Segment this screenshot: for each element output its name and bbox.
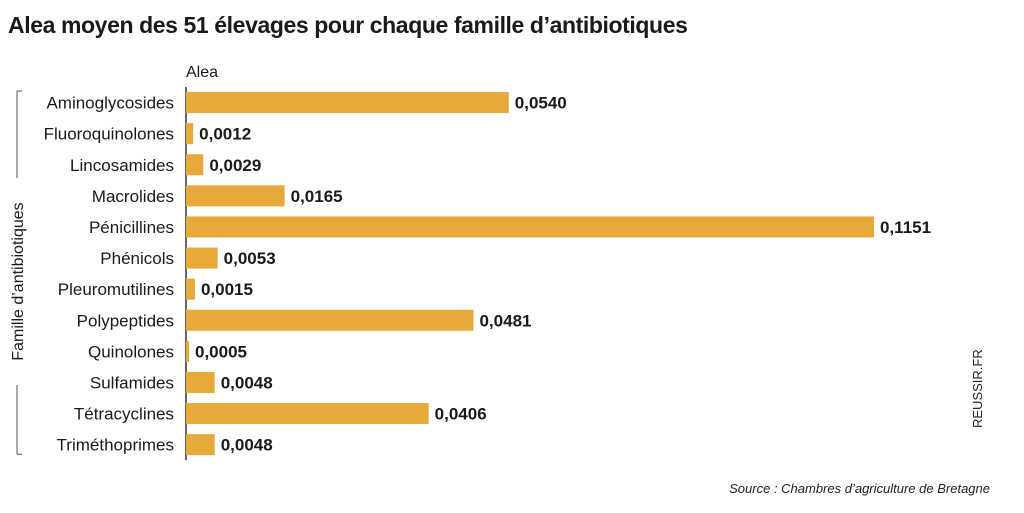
category-label: Quinolones [88,342,174,361]
category-label: Pleuromutilines [58,280,174,299]
source-note: Source : Chambres d’agriculture de Breta… [729,481,990,496]
value-label: 0,0005 [195,342,247,361]
category-label: Fluoroquinolones [44,125,174,144]
value-label: 0,0053 [224,249,276,268]
bar [186,434,215,456]
category-label: Tétracyclines [74,405,174,424]
category-label: Triméthoprimes [57,436,174,455]
bars-group: Aminoglycosides 0,0540 Fluoroquinolones 0,0… [44,92,931,456]
bar [186,340,189,362]
y-axis-bracket [16,90,22,455]
bar [186,403,429,425]
value-label: 0,0015 [201,280,253,299]
bar [186,123,194,145]
value-label: 0,0012 [199,125,251,144]
category-label: Phénicols [100,249,174,268]
value-label: 0,0481 [480,311,532,330]
bar [186,154,204,176]
bar [186,247,218,269]
value-label: 0,1151 [880,218,931,237]
bar [186,92,509,114]
x-axis-title: Alea [186,64,218,81]
chart-title: Alea moyen des 51 élevages pour chaque f… [8,12,688,38]
category-label: Aminoglycosides [46,94,174,113]
bar [186,185,285,207]
category-label: Sulfamides [90,373,174,392]
category-label: Pénicillines [89,218,174,237]
watermark: REUSSIR.FR [970,349,985,428]
category-label: Polypeptides [77,311,174,330]
value-label: 0,0048 [221,436,273,455]
value-label: 0,0540 [515,94,567,113]
y-axis-title: Famille d’antibiotiques [10,202,27,360]
bar [186,278,195,300]
bar [186,309,474,331]
value-label: 0,0165 [291,187,343,206]
value-label: 0,0406 [435,405,487,424]
value-label: 0,0029 [209,156,261,175]
bar [186,371,215,393]
category-label: Lincosamides [70,156,174,175]
category-label: Macrolides [92,187,174,206]
value-label: 0,0048 [221,373,273,392]
bar [186,216,874,238]
